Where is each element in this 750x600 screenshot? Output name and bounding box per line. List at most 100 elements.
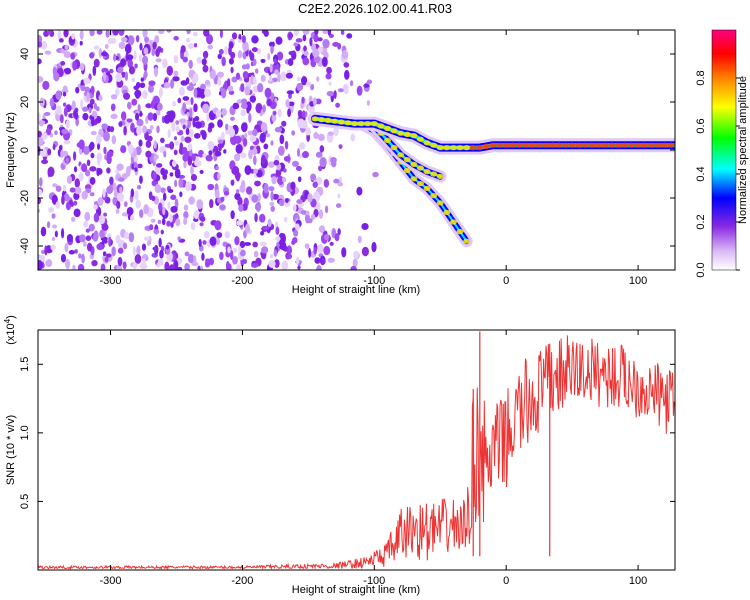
- noise-blob: [333, 126, 339, 137]
- noise-blob: [74, 249, 78, 254]
- noise-blob: [74, 178, 81, 188]
- main-ridge-node: [370, 121, 378, 127]
- noise-blob: [321, 56, 328, 68]
- noise-blob: [152, 112, 158, 122]
- noise-blob: [205, 34, 214, 45]
- snr-panel: -300 -200 -100 0 100 0.5 1.0 1.5 Height of str…: [3, 315, 676, 596]
- snr-ylabel: SNR (10 * v/v): [5, 415, 17, 485]
- branch-1-node: [397, 152, 405, 158]
- noise-blob: [108, 236, 112, 248]
- noise-blob: [219, 204, 226, 211]
- main-ridge-node: [344, 120, 352, 126]
- noise-blob: [366, 79, 373, 85]
- noise-blob: [120, 58, 127, 67]
- noise-blob: [271, 176, 277, 185]
- noise-blob: [93, 204, 98, 210]
- noise-blob: [160, 187, 166, 193]
- noise-blob: [217, 53, 222, 60]
- noise-blob: [56, 105, 62, 116]
- noise-blob: [232, 247, 238, 254]
- noise-blob: [154, 35, 160, 44]
- noise-blob: [84, 169, 91, 177]
- main-ridge-node: [489, 142, 497, 148]
- main-ridge-node: [463, 145, 471, 151]
- noise-blob: [119, 186, 123, 193]
- noise-blob: [244, 223, 251, 234]
- noise-blob: [240, 152, 247, 159]
- noise-blob: [328, 81, 332, 86]
- noise-blob: [127, 35, 135, 46]
- noise-blob: [207, 140, 215, 151]
- noise-blob: [45, 259, 53, 268]
- colorbar-tick-label: 0.2: [695, 214, 707, 229]
- noise-blob: [92, 65, 97, 76]
- noise-blob: [40, 41, 48, 50]
- noise-blob: [257, 82, 264, 93]
- noise-blob: [242, 137, 248, 147]
- noise-blob: [123, 231, 130, 240]
- noise-blob: [234, 236, 240, 246]
- noise-blob: [204, 88, 212, 98]
- noise-blob: [352, 258, 358, 268]
- main-ridge-node: [542, 142, 550, 148]
- noise-blob: [74, 186, 82, 195]
- noise-blob: [337, 182, 344, 187]
- noise-blob: [271, 113, 277, 123]
- noise-blob: [88, 107, 92, 114]
- noise-blob: [118, 41, 126, 49]
- noise-blob: [128, 66, 136, 75]
- noise-blob: [64, 44, 69, 50]
- noise-blob: [115, 169, 120, 174]
- noise-blob: [326, 90, 335, 97]
- noise-blob: [142, 125, 147, 134]
- noise-blob: [202, 103, 210, 114]
- noise-blob: [215, 165, 219, 171]
- noise-blob: [301, 76, 308, 86]
- noise-blob: [335, 203, 342, 208]
- noise-blob: [170, 205, 178, 213]
- noise-blob: [137, 163, 143, 169]
- noise-blob: [218, 48, 224, 55]
- spectrogram-ylabel: Frequency (Hz): [5, 112, 17, 188]
- main-ridge-node: [509, 142, 517, 148]
- noise-blob: [252, 128, 258, 137]
- noise-blob: [219, 30, 223, 39]
- noise-blob: [341, 49, 349, 60]
- noise-blob: [103, 71, 107, 82]
- noise-blob: [105, 253, 112, 258]
- branch-2-node: [403, 167, 411, 173]
- noise-blob: [73, 208, 81, 218]
- noise-blob: [338, 176, 343, 184]
- noise-blob: [254, 212, 258, 223]
- noise-blob: [141, 243, 147, 251]
- noise-blob: [158, 30, 165, 35]
- noise-blob: [312, 181, 318, 188]
- noise-blob: [279, 71, 287, 82]
- page-title: C2E2.2026.102.00.41.R03: [298, 1, 452, 16]
- noise-blob: [97, 158, 101, 166]
- noise-blob: [279, 241, 287, 251]
- noise-blob: [187, 155, 193, 166]
- noise-blob: [244, 133, 248, 139]
- noise-blob: [131, 77, 136, 83]
- noise-blob: [152, 171, 157, 181]
- noise-blob: [164, 261, 170, 270]
- noise-blobs: [38, 30, 379, 270]
- noise-blob: [249, 52, 255, 62]
- main-ridge-node: [595, 142, 603, 148]
- noise-blob: [182, 56, 188, 63]
- noise-blob: [324, 205, 329, 214]
- noise-blob: [267, 218, 272, 228]
- noise-blob: [68, 199, 73, 205]
- noise-blob: [363, 83, 370, 88]
- noise-blob: [244, 86, 251, 96]
- noise-blob: [235, 189, 240, 194]
- noise-blob: [323, 234, 330, 241]
- noise-blob: [277, 72, 281, 83]
- noise-blob: [296, 148, 301, 157]
- noise-blob: [279, 134, 285, 145]
- noise-blob: [124, 71, 129, 81]
- noise-blob: [242, 259, 248, 264]
- noise-blob: [272, 193, 280, 200]
- spectrogram-ytick-label: 20: [19, 96, 31, 108]
